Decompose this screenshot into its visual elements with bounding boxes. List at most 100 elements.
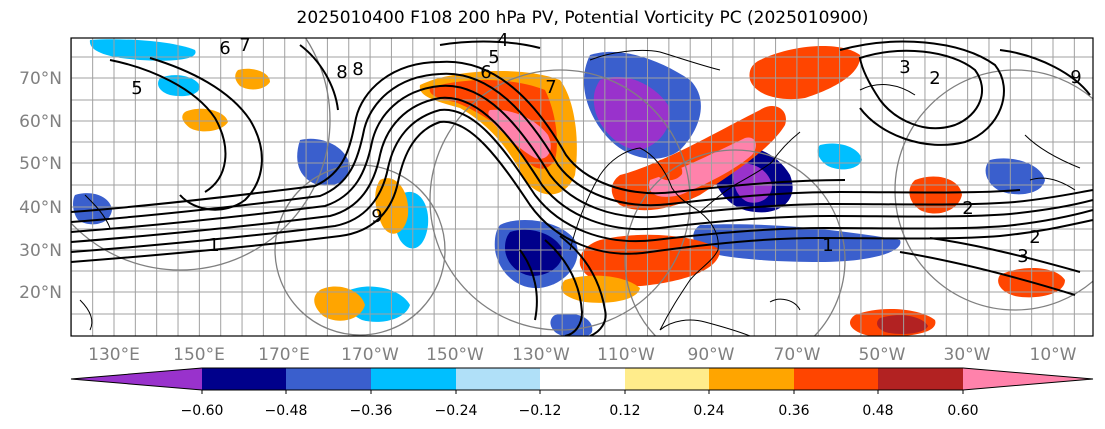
range-ring	[894, 69, 1093, 311]
figure-title: 2025010400 F108 200 hPa PV, Potential Vo…	[296, 8, 869, 28]
colorbar-tick-label: −0.60	[181, 403, 224, 419]
graticule	[71, 38, 1093, 336]
colorbar-segment	[625, 368, 709, 390]
pv-anomaly-positive	[877, 315, 928, 334]
contour-label: 6	[219, 38, 230, 59]
pv-anomaly-positive	[235, 68, 270, 90]
colorbar-tick-labels: −0.60 −0.48 −0.36 −0.24 −0.12 0.12 0.24 …	[181, 403, 979, 419]
colorbar-tick-label: −0.48	[265, 403, 308, 419]
contour-label: 1	[822, 235, 833, 256]
pv-contour	[71, 96, 1093, 243]
pv-contour	[109, 59, 227, 193]
pv-contour	[929, 237, 1081, 273]
colorbar-tick-label: −0.36	[350, 403, 393, 419]
lon-label: 170°E	[258, 345, 310, 365]
lat-label: 60°N	[19, 112, 62, 132]
contour-label: 7	[239, 35, 250, 56]
lon-label: 50°W	[859, 345, 906, 365]
contour-label: 4	[497, 30, 508, 51]
lon-label: 130°E	[88, 345, 140, 365]
colorbar-tick-label: 0.60	[947, 403, 978, 419]
coastline	[569, 147, 719, 331]
lon-label: 150°E	[173, 345, 225, 365]
colorbar-extend-low	[71, 368, 202, 390]
contour-label: 2	[929, 68, 940, 89]
lon-label: 150°W	[426, 345, 484, 365]
lon-label: 170°W	[341, 345, 399, 365]
contour-labels: 4 5 6 7 8 9 3 2 1 1 2 3 2 5 6 7 8 9	[131, 30, 1081, 267]
colorbar-segment	[709, 368, 794, 390]
pv-contour	[71, 84, 1093, 233]
contour-label: 8	[336, 62, 347, 83]
coastline	[699, 131, 801, 213]
pv-contour	[999, 49, 1091, 96]
pv-contour	[839, 40, 1005, 146]
lon-label: 30°W	[944, 345, 991, 365]
coastline	[769, 298, 801, 311]
lon-label: 90°W	[688, 345, 735, 365]
pv-contour	[544, 239, 584, 336]
colorbar-tick-label: −0.24	[435, 403, 478, 419]
coastline	[79, 299, 93, 331]
pv-contour	[71, 120, 1093, 263]
lon-label: 110°W	[597, 345, 655, 365]
lat-label: 40°N	[19, 198, 62, 218]
lon-label: 10°W	[1030, 345, 1077, 365]
range-ring	[624, 149, 846, 336]
coastlines	[79, 49, 1081, 336]
colorbar	[70, 367, 1094, 394]
contour-label: 6	[480, 62, 491, 83]
pv-contour	[71, 72, 1021, 223]
colorbar-segment	[794, 368, 878, 390]
pv-contour	[559, 235, 607, 336]
latitude-labels: 70°N 60°N 50°N 40°N 30°N 20°N	[19, 69, 62, 303]
pv-contours	[71, 40, 1093, 336]
pv-anomaly-positive	[649, 137, 756, 197]
colorbar-segment	[286, 368, 371, 390]
longitude-labels: 130°E 150°E 170°E 170°W 150°W 130°W 110°…	[88, 345, 1077, 365]
pv-contour	[71, 60, 846, 213]
contour-label: 2	[1029, 227, 1040, 248]
contour-label: 7	[545, 77, 556, 98]
coastline	[859, 84, 916, 96]
colorbar-tick-label: 0.12	[609, 403, 640, 419]
pv-contour	[439, 40, 541, 49]
coastline	[589, 49, 721, 71]
range-ring	[274, 164, 446, 336]
lat-label: 50°N	[19, 154, 62, 174]
contour-label: 3	[1017, 246, 1028, 267]
contour-label: 5	[131, 78, 142, 99]
range-rings	[71, 38, 1093, 336]
pv-contour	[71, 108, 1093, 253]
contour-label: 5	[488, 47, 499, 68]
colorbar-tick-label: 0.36	[778, 403, 809, 419]
pv-contour	[299, 44, 339, 111]
pv-contour	[899, 251, 1076, 296]
pv-anomaly-positive	[749, 45, 861, 100]
coastline	[1024, 134, 1081, 169]
coastline	[659, 319, 751, 336]
pv-contour	[858, 49, 984, 130]
colorbar-segment	[202, 368, 286, 390]
lat-label: 30°N	[19, 241, 62, 261]
pv-anomaly-negative	[89, 39, 196, 61]
pv-contour	[519, 249, 538, 321]
lon-label: 70°W	[774, 345, 821, 365]
colorbar-segment	[456, 368, 540, 390]
range-ring	[71, 38, 331, 271]
contour-label: 3	[899, 57, 910, 78]
colorbar-segment	[878, 368, 963, 390]
lat-label: 20°N	[19, 283, 62, 303]
contour-label: 8	[352, 59, 363, 80]
contour-label: 9	[1070, 67, 1081, 88]
pv-anomaly-negative	[593, 76, 670, 150]
colorbar-extend-high	[963, 368, 1093, 390]
colorbar-segment	[540, 368, 625, 390]
map-frame	[70, 37, 1094, 337]
contour-label: 2	[962, 198, 973, 219]
range-ring	[429, 69, 691, 331]
colorbar-tick-label: 0.48	[862, 403, 893, 419]
colorbar-tick-label: 0.24	[693, 403, 724, 419]
